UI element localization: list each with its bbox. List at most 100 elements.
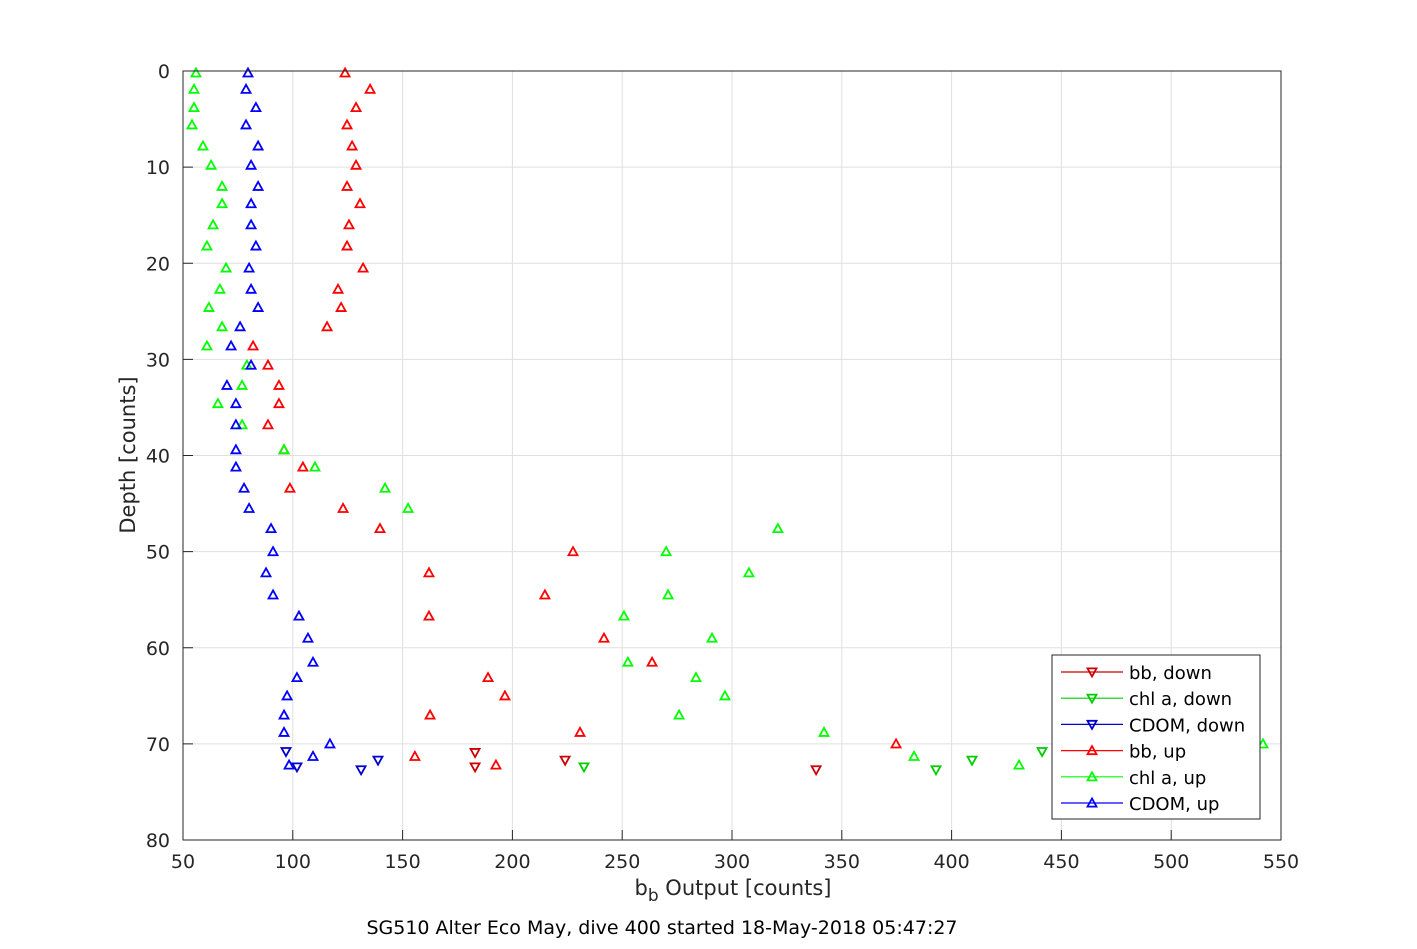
point-chl-a-up bbox=[908, 750, 921, 761]
point-chl-a-up bbox=[705, 631, 719, 643]
y-tick-label: 80 bbox=[146, 830, 170, 852]
point-cdom-up bbox=[229, 443, 242, 455]
point-bb-up bbox=[272, 397, 285, 409]
point-chl-a-up bbox=[718, 689, 732, 701]
point-cdom-up bbox=[245, 282, 258, 294]
data-points bbox=[185, 66, 1270, 777]
point-cdom-up bbox=[290, 671, 304, 683]
point-cdom-up bbox=[225, 339, 238, 351]
point-chl-a-up bbox=[213, 282, 226, 294]
x-tick-label: 250 bbox=[604, 851, 640, 873]
point-chl-a-up bbox=[817, 725, 831, 737]
point-cdom-up bbox=[234, 320, 247, 332]
point-cdom-up bbox=[252, 179, 265, 191]
point-chl-a-up bbox=[187, 101, 201, 113]
point-chl-a-up bbox=[200, 239, 213, 251]
point-cdom-up bbox=[281, 689, 294, 701]
x-tick-label: 100 bbox=[275, 851, 311, 873]
legend-entry-bb-up: bb, up bbox=[1061, 742, 1186, 763]
point-chl-a-up bbox=[211, 397, 224, 409]
point-cdom-up bbox=[229, 418, 242, 430]
point-cdom-down bbox=[371, 755, 385, 767]
legend-label: CDOM, down bbox=[1129, 715, 1245, 736]
point-chl-a-down bbox=[929, 765, 943, 777]
point-bb-up bbox=[538, 588, 551, 600]
point-cdom-up bbox=[243, 261, 256, 273]
point-bb-up bbox=[247, 339, 260, 351]
point-chl-a-down bbox=[965, 755, 979, 767]
legend-entry-cdom-up: CDOM, up bbox=[1061, 794, 1219, 815]
point-bb-up bbox=[357, 261, 370, 273]
point-chl-a-up bbox=[660, 545, 673, 557]
point-cdom-down bbox=[355, 765, 368, 777]
point-cdom-up bbox=[252, 139, 265, 151]
point-bb-up bbox=[346, 139, 359, 151]
point-chl-a-up bbox=[617, 609, 630, 621]
x-tick-label: 350 bbox=[824, 851, 860, 873]
point-chl-a-up bbox=[205, 158, 218, 170]
point-bb-down bbox=[559, 755, 572, 767]
point-chl-a-up bbox=[662, 588, 675, 600]
legend: bb, down chl a, down CDOM, down bb, up chl a… bbox=[1051, 654, 1261, 820]
point-chl-a-up bbox=[187, 82, 201, 94]
point-bb-up bbox=[337, 502, 350, 513]
point-chl-a-up bbox=[673, 708, 686, 720]
legend-label: bb, down bbox=[1129, 663, 1212, 684]
point-cdom-up bbox=[245, 358, 258, 370]
point-bb-up bbox=[373, 522, 387, 534]
point-bb-up bbox=[597, 631, 611, 643]
point-chl-a-up bbox=[1256, 737, 1270, 749]
point-bb-up bbox=[489, 758, 502, 770]
y-tick-label: 70 bbox=[146, 734, 170, 756]
point-bb-up bbox=[422, 566, 435, 578]
legend-entry-chl-a-up: chl a, up bbox=[1061, 768, 1206, 789]
legend-marker-icon bbox=[1085, 744, 1099, 756]
legend-label: chl a, down bbox=[1129, 689, 1232, 710]
legend-entry-bb-down: bb, down bbox=[1061, 663, 1212, 684]
x-tick-label: 200 bbox=[494, 851, 530, 873]
point-cdom-up bbox=[220, 378, 233, 390]
point-cdom-up bbox=[267, 545, 280, 557]
point-cdom-up bbox=[238, 481, 251, 493]
point-chl-a-up bbox=[621, 655, 634, 667]
point-cdom-up bbox=[259, 566, 273, 578]
point-chl-a-up bbox=[689, 671, 703, 683]
point-cdom-up bbox=[249, 239, 262, 251]
y-tick-label: 50 bbox=[146, 542, 170, 564]
point-cdom-up bbox=[283, 758, 296, 770]
point-chl-a-up bbox=[236, 378, 249, 390]
legend-marker-icon bbox=[1085, 719, 1099, 731]
point-bb-up bbox=[341, 118, 354, 130]
point-bb-up bbox=[646, 655, 659, 667]
y-tick-label: 40 bbox=[146, 446, 170, 468]
y-tick-label: 10 bbox=[146, 157, 170, 179]
point-bb-up bbox=[321, 320, 334, 332]
point-chl-a-up bbox=[402, 502, 415, 513]
point-chl-a-up bbox=[308, 460, 322, 472]
point-chl-a-up bbox=[379, 481, 392, 493]
point-bb-up bbox=[261, 358, 275, 370]
point-cdom-up bbox=[306, 750, 320, 761]
legend-marker-icon bbox=[1085, 770, 1099, 782]
point-cdom-up bbox=[277, 725, 291, 737]
legend-label: chl a, up bbox=[1129, 768, 1206, 789]
point-chl-a-down bbox=[1036, 747, 1049, 758]
x-tick-label: 550 bbox=[1263, 851, 1299, 873]
point-chl-a-up bbox=[220, 261, 233, 273]
point-cdom-up bbox=[292, 609, 305, 621]
x-tick-label: 400 bbox=[933, 851, 969, 873]
point-bb-up bbox=[566, 545, 580, 557]
point-chl-a-up bbox=[202, 301, 215, 312]
point-bb-up bbox=[341, 239, 354, 251]
point-bb-up bbox=[283, 481, 296, 493]
point-chl-a-up bbox=[216, 320, 229, 332]
point-cdom-up bbox=[277, 708, 291, 720]
x-tick-label: 50 bbox=[171, 851, 195, 873]
legend-label: bb, up bbox=[1129, 742, 1186, 763]
point-bb-up bbox=[341, 179, 354, 191]
point-cdom-up bbox=[249, 101, 262, 113]
point-bb-up bbox=[339, 66, 352, 78]
point-cdom-up bbox=[239, 118, 253, 130]
point-cdom-up bbox=[229, 397, 242, 409]
x-tick-label: 500 bbox=[1153, 851, 1189, 873]
